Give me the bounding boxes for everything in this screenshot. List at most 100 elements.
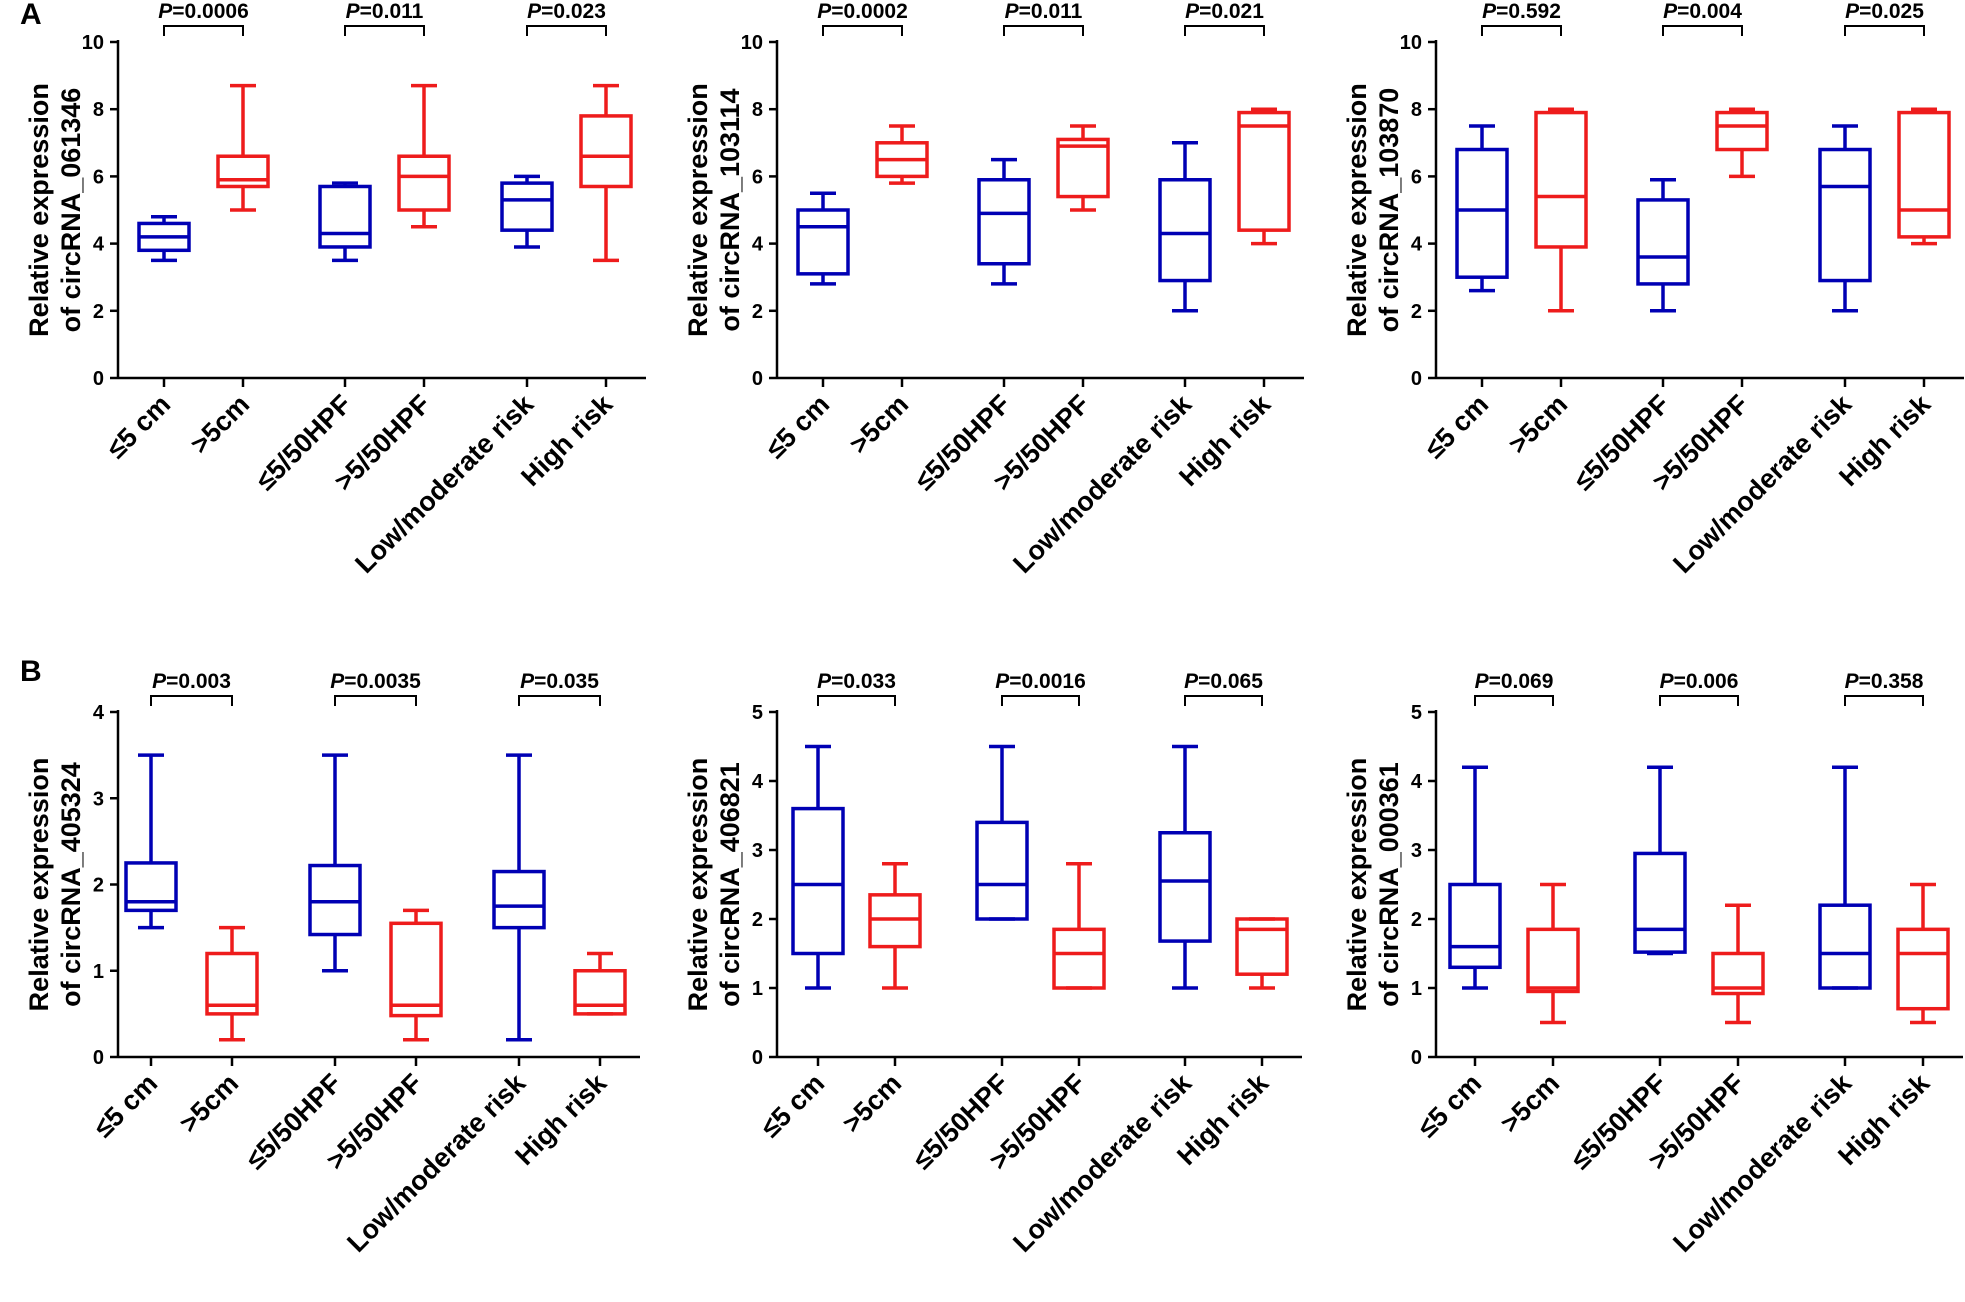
p-value: =0.011 bbox=[360, 0, 424, 23]
significance-bracket bbox=[1001, 695, 1080, 706]
box-iqr bbox=[1235, 917, 1289, 976]
x-tick-label: ≤5 cm bbox=[760, 389, 835, 464]
box-2 bbox=[1636, 178, 1690, 313]
box-2 bbox=[308, 753, 362, 973]
box-1 bbox=[868, 862, 922, 990]
p-value-label: P=0.011 bbox=[1005, 0, 1083, 23]
x-tick-label: High risk bbox=[509, 1067, 613, 1171]
y-axis-label: of circRNA_103870 bbox=[1374, 88, 1404, 333]
y-tick-label: 3 bbox=[752, 840, 763, 862]
x-tick-label: ≤5/50HPF bbox=[240, 1068, 347, 1175]
box-3 bbox=[1052, 862, 1106, 990]
y-axis-label: of circRNA_103114 bbox=[715, 88, 745, 331]
x-tick-label: >5cm bbox=[844, 389, 915, 460]
significance-bracket bbox=[150, 695, 233, 706]
x-tick-label: >5cm bbox=[174, 1068, 245, 1139]
box-iqr bbox=[1715, 110, 1769, 152]
y-tick-label: 0 bbox=[752, 1047, 763, 1069]
box-1 bbox=[1526, 882, 1580, 1025]
y-tick-label: 6 bbox=[752, 166, 763, 188]
x-tick-label: High risk bbox=[1833, 388, 1937, 492]
p-value: =0.0002 bbox=[831, 0, 908, 23]
box-5 bbox=[579, 83, 633, 263]
box-5 bbox=[1237, 107, 1291, 246]
p-value-label: P=0.0002 bbox=[817, 0, 908, 23]
p-value-label: P=0.065 bbox=[1184, 670, 1263, 693]
significance-bracket bbox=[518, 695, 601, 706]
x-tick-label: >5/50HPF bbox=[984, 1068, 1092, 1176]
x-tick-label: >5/50HPF bbox=[988, 389, 1096, 497]
x-tick-label: High risk bbox=[1832, 1067, 1936, 1171]
x-tick-label: Low/moderate risk bbox=[341, 1067, 532, 1258]
y-tick-label: 2 bbox=[752, 301, 763, 323]
box-iqr bbox=[875, 141, 929, 179]
box-0 bbox=[1455, 124, 1509, 293]
p-symbol: P bbox=[1663, 0, 1678, 23]
box-1 bbox=[875, 124, 929, 185]
significance-bracket bbox=[1184, 25, 1265, 36]
p-value-label: P=0.0016 bbox=[995, 670, 1086, 693]
panel-a-label: A bbox=[20, 0, 42, 31]
significance-bracket bbox=[344, 25, 425, 36]
y-tick-label: 4 bbox=[1411, 771, 1423, 793]
y-tick-label: 3 bbox=[93, 788, 104, 810]
box-3 bbox=[1715, 107, 1769, 179]
y-tick-label: 4 bbox=[752, 771, 764, 793]
box-iqr bbox=[868, 893, 922, 949]
p-value-label: P=0.0006 bbox=[158, 0, 249, 23]
box-0 bbox=[137, 214, 191, 263]
y-tick-label: 0 bbox=[752, 368, 763, 390]
y-tick-label: 4 bbox=[93, 234, 105, 256]
x-tick-label: >5/50HPF bbox=[321, 1068, 429, 1176]
p-symbol: P bbox=[1184, 670, 1199, 693]
p-value: =0.065 bbox=[1198, 670, 1263, 693]
box-3 bbox=[389, 908, 443, 1042]
y-tick-label: 2 bbox=[1411, 301, 1422, 323]
box-4 bbox=[1818, 765, 1872, 990]
y-tick-label: 0 bbox=[93, 1047, 104, 1069]
p-value: =0.358 bbox=[1859, 670, 1924, 693]
x-tick-label: Low/moderate risk bbox=[1667, 1067, 1858, 1258]
y-tick-label: 0 bbox=[1411, 368, 1422, 390]
y-axis-label: Relative expression bbox=[1342, 83, 1372, 337]
p-value-label: P=0.006 bbox=[1660, 670, 1739, 693]
p-symbol: P bbox=[1482, 0, 1497, 23]
x-tick-label: ≤5/50HPF bbox=[1565, 1068, 1672, 1175]
y-tick-label: 0 bbox=[1411, 1047, 1422, 1069]
y-tick-label: 6 bbox=[93, 166, 104, 188]
box-iqr bbox=[1818, 147, 1872, 283]
box-0 bbox=[791, 744, 845, 990]
y-axis-label: of circRNA_406821 bbox=[715, 762, 745, 1007]
box-5 bbox=[573, 951, 627, 1016]
box-3 bbox=[397, 83, 451, 229]
box-5 bbox=[1897, 107, 1951, 246]
p-value-label: P=0.358 bbox=[1845, 670, 1924, 693]
x-tick-label: >5cm bbox=[185, 389, 256, 460]
x-tick-label: ≤5 cm bbox=[755, 1068, 830, 1143]
p-value-label: P=0.0035 bbox=[330, 670, 421, 693]
y-tick-label: 10 bbox=[741, 32, 763, 54]
panel-b-label: B bbox=[20, 655, 42, 688]
p-value: =0.035 bbox=[534, 670, 599, 693]
x-tick-label: ≤5 cm bbox=[101, 389, 176, 464]
box-iqr bbox=[1448, 882, 1502, 970]
y-tick-label: 1 bbox=[752, 978, 763, 1000]
y-tick-label: 2 bbox=[752, 909, 763, 931]
box-iqr bbox=[1455, 147, 1509, 279]
p-value-label: P=0.035 bbox=[520, 670, 599, 693]
box-iqr bbox=[397, 154, 451, 212]
x-tick-label: ≤5 cm bbox=[1412, 1068, 1487, 1143]
box-0 bbox=[124, 753, 178, 930]
x-tick-label: Low/moderate risk bbox=[1007, 1067, 1198, 1258]
box-iqr bbox=[308, 863, 362, 937]
p-value: =0.003 bbox=[166, 670, 231, 693]
y-tick-label: 4 bbox=[1411, 234, 1423, 256]
box-iqr bbox=[124, 861, 178, 913]
y-tick-label: 2 bbox=[1411, 909, 1422, 931]
box-2 bbox=[318, 181, 372, 263]
x-tick-label: >5cm bbox=[1495, 1068, 1566, 1139]
